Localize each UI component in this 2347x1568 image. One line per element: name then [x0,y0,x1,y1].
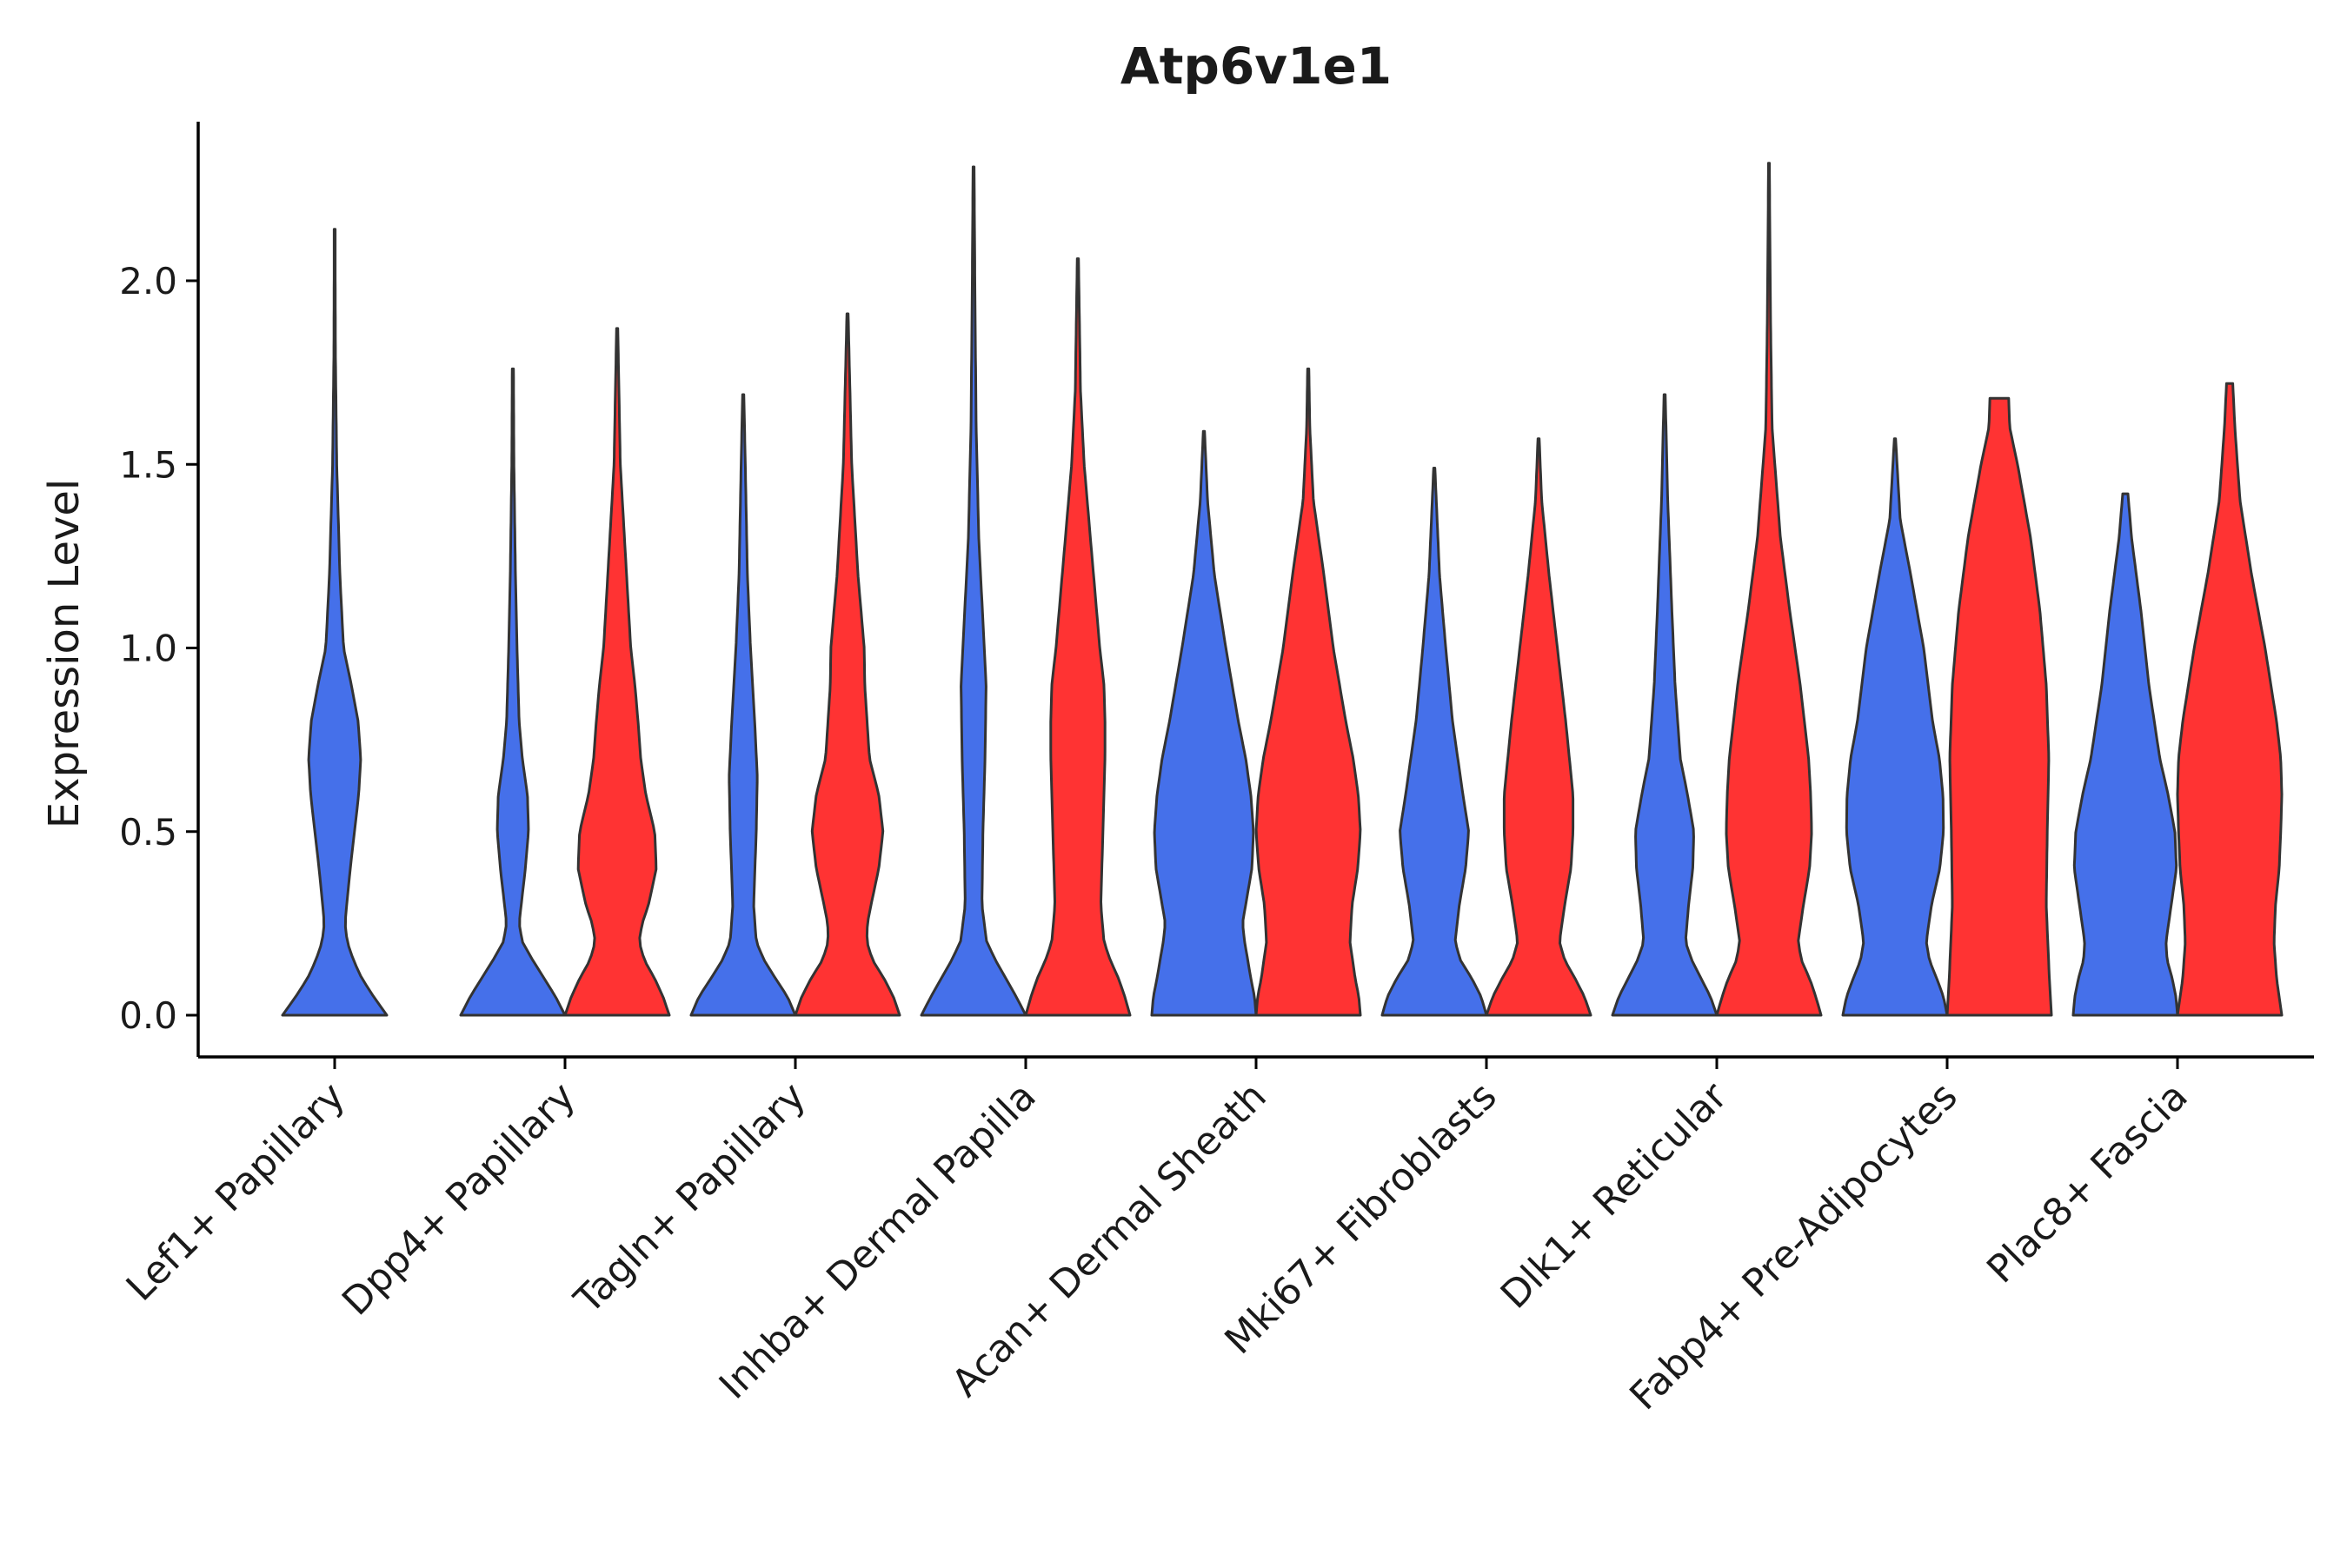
violin-7-blue [1841,437,1949,1017]
x-tick-label: Lef1+ Papillary [118,1074,354,1310]
y-tick-label: 1.5 [119,443,177,486]
y-tick-label: 2.0 [119,260,177,302]
violin-layer [281,162,2284,1017]
violin-5-red [1485,437,1592,1017]
violin-8-blue [2071,492,2179,1017]
violin-5-blue [1380,467,1488,1017]
violin-4-red [1254,367,1362,1017]
violin-2-red [794,312,901,1017]
x-tick-label: Dpp4+ Papillary [334,1074,584,1325]
violin-2-blue [689,393,797,1017]
y-tick-label: 1.0 [119,628,177,670]
y-tick-label: 0.5 [119,811,177,854]
chart-title: Atp6v1e1 [1120,37,1392,96]
violin-3-red [1024,257,1132,1017]
violin-1-blue [459,367,567,1017]
violin-0-blue [281,228,389,1017]
violin-6-blue [1611,393,1719,1017]
violin-1-red [563,327,671,1017]
x-tick-label: Dlk1+ Reticular [1493,1073,1737,1318]
x-tick-label: Plac8+ Fascia [1978,1074,2197,1292]
violin-8-red [2176,382,2284,1017]
y-tick-label: 0.0 [119,994,177,1037]
violin-3-blue [920,165,1027,1017]
violin-4-blue [1150,429,1258,1017]
y-axis-label: Expression Level [40,479,89,829]
violin-7-red [1945,396,2053,1017]
violin-6-red [1715,162,1823,1017]
x-tick-label: Tagln+ Papillary [566,1074,814,1323]
